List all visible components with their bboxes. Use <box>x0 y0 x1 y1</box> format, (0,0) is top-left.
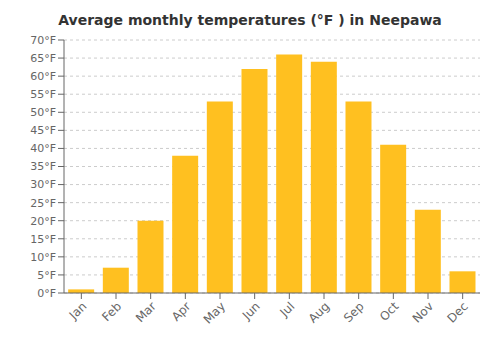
svg-text:10°F: 10°F <box>30 251 56 264</box>
svg-text:Dec: Dec <box>444 299 470 325</box>
svg-text:Nov: Nov <box>410 299 436 325</box>
svg-text:45°F: 45°F <box>30 124 56 137</box>
svg-text:Mar: Mar <box>133 299 159 325</box>
svg-text:70°F: 70°F <box>30 34 56 47</box>
svg-text:Jul: Jul <box>277 299 298 320</box>
svg-text:50°F: 50°F <box>30 106 56 119</box>
svg-text:Jan: Jan <box>66 299 90 323</box>
svg-text:60°F: 60°F <box>30 70 56 83</box>
svg-text:65°F: 65°F <box>30 52 56 65</box>
svg-text:Sep: Sep <box>341 299 367 325</box>
svg-text:30°F: 30°F <box>30 178 56 191</box>
svg-text:Apr: Apr <box>169 299 194 324</box>
svg-text:Jun: Jun <box>239 299 263 323</box>
svg-text:Oct: Oct <box>377 299 402 324</box>
html-text:Average monthly temperatures (: Average monthly temperatures (°F ) in Ne… <box>58 12 442 28</box>
svg-text:5°F: 5°F <box>37 269 56 282</box>
svg-text:May: May <box>201 299 228 326</box>
svg-text:15°F: 15°F <box>30 233 56 246</box>
svg-text:Aug: Aug <box>306 299 332 325</box>
svg-text:20°F: 20°F <box>30 215 56 228</box>
svg-text:35°F: 35°F <box>30 160 56 173</box>
svg-text:Feb: Feb <box>99 299 124 324</box>
svg-text:55°F: 55°F <box>30 88 56 101</box>
svg-text:40°F: 40°F <box>30 142 56 155</box>
svg-text:25°F: 25°F <box>30 197 56 210</box>
svg-text:0°F: 0°F <box>37 287 56 300</box>
